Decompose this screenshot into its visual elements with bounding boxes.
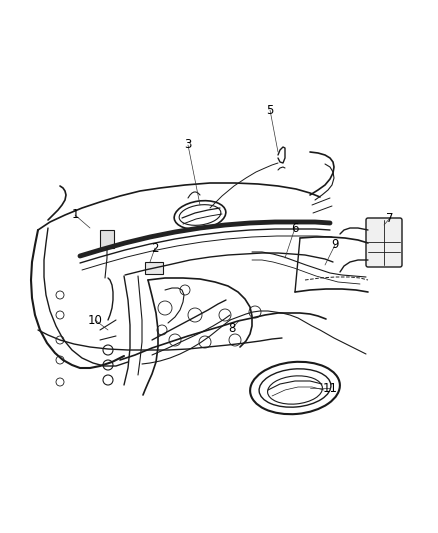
Text: 2: 2 [151, 241, 159, 254]
Text: 11: 11 [322, 382, 338, 394]
Bar [145, 262, 163, 274]
Text: 1: 1 [71, 208, 79, 222]
Text: 7: 7 [386, 212, 394, 224]
Bar [100, 230, 114, 248]
Text: 9: 9 [331, 238, 339, 252]
Text: 8: 8 [228, 321, 236, 335]
Text: 6: 6 [291, 222, 299, 235]
FancyBboxPatch shape [366, 218, 402, 267]
Text: 5: 5 [266, 103, 274, 117]
Text: 3: 3 [184, 139, 192, 151]
Text: 10: 10 [88, 313, 102, 327]
